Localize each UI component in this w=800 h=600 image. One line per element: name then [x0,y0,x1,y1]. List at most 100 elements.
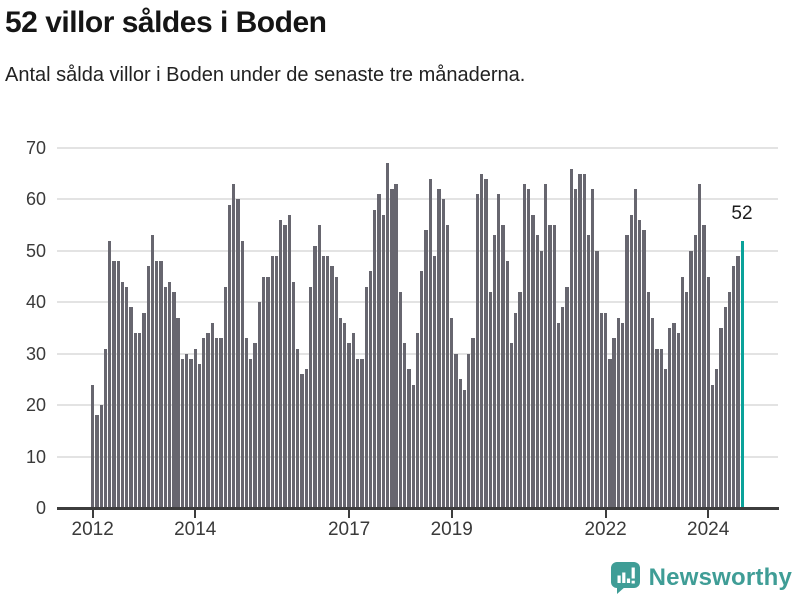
x-axis-label-2019: 2019 [430,519,473,540]
bar [351,333,356,508]
x-axis-label-2012: 2012 [71,519,114,540]
bar [244,338,249,508]
y-axis-label-60: 60 [25,189,46,210]
bar [479,173,484,508]
y-axis-label-70: 70 [25,138,46,158]
bar [445,225,450,508]
bar [646,292,650,508]
bar [300,374,304,508]
bar [138,333,142,508]
x-axis-tick-2012 [91,510,94,518]
bar [108,240,112,508]
bar [317,225,321,508]
bar [727,292,732,508]
bar [206,333,210,508]
bar [249,358,253,508]
bar [676,333,680,508]
bar [689,250,693,508]
page-title: 52 villor såldes i Boden [5,6,327,39]
bar [450,317,454,508]
bar [428,178,432,508]
bar [497,194,501,508]
bar [415,333,420,508]
bar [210,322,214,508]
gridline-y-70 [57,147,778,149]
bar [150,235,155,508]
y-axis-label-40: 40 [25,292,46,313]
bar [197,364,202,508]
bar [484,178,488,508]
bar [625,235,629,508]
bar [509,343,514,508]
bar [347,343,351,508]
bar [578,173,582,508]
bar [279,220,283,508]
bar [467,353,471,508]
bar [629,214,633,508]
x-axis-tick-2014 [194,510,197,518]
bar [518,292,522,508]
bar [680,276,685,508]
bar [424,230,428,508]
bar [330,266,334,508]
gridline-y-60 [57,198,778,201]
bar [672,322,676,508]
bar [710,384,715,508]
bar [240,240,244,508]
bar [159,261,163,508]
bar [471,338,475,508]
bar [283,225,287,508]
y-axis-label-30: 30 [25,343,46,364]
x-axis-tick-2022 [604,510,607,518]
bar [133,333,138,508]
chart-subtitle: Antal sålda villor i Boden under de sena… [5,64,526,86]
bar [659,348,663,508]
newsworthy-logo-icon [610,562,640,594]
bar [561,307,565,508]
bar [112,261,116,508]
bar [146,266,150,508]
bar [501,225,505,508]
bar [599,312,603,508]
bar [505,261,509,508]
bar [407,369,411,508]
plot-area [57,147,778,508]
bar [548,225,552,508]
highlighted-bar [740,240,745,508]
bar [227,204,232,508]
bar [432,256,437,508]
bar [723,307,727,508]
bar [535,235,539,508]
bar [360,358,364,508]
bar [202,338,206,508]
bar [565,286,569,508]
bar [172,292,176,508]
bar [291,281,296,508]
bar [116,261,120,508]
bar [556,322,561,508]
bar [266,276,270,508]
bar [103,348,108,508]
bar [411,384,415,508]
bar [458,379,462,508]
bar [552,225,556,508]
bar [539,250,544,508]
bar [706,276,710,508]
bar [715,369,719,508]
gridline-y-50 [57,249,778,252]
x-axis-label-2024: 2024 [687,519,730,540]
y-axis-label-10: 10 [25,446,46,467]
bar [394,184,398,508]
bar [454,353,458,508]
bar [732,266,736,508]
brand-footer: Newsworthy [610,560,792,596]
bar [462,389,467,508]
bar [488,292,492,508]
bar [595,250,599,508]
bar [185,353,189,508]
bar [582,173,586,508]
bar [125,286,129,508]
bar [313,245,317,508]
bar [189,358,193,508]
bar [270,256,274,508]
